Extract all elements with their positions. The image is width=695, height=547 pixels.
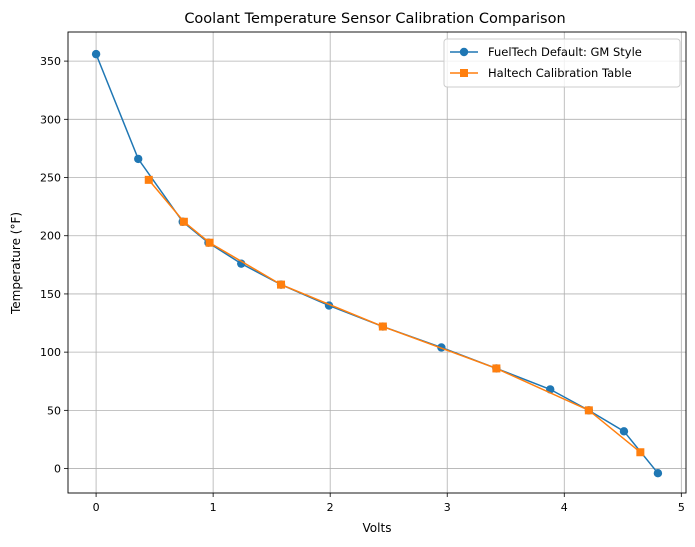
- y-tick-label: 150: [40, 288, 61, 301]
- data-point-square: [492, 364, 501, 373]
- y-axis-label: Temperature (°F): [9, 212, 23, 315]
- data-point-circle: [653, 469, 663, 478]
- y-tick-label: 100: [40, 346, 61, 359]
- data-point-square: [277, 280, 286, 289]
- x-tick-label: 4: [561, 501, 568, 514]
- y-tick-label: 0: [54, 463, 61, 476]
- x-axis-ticks: 0 1 2 3 4 5: [93, 493, 685, 514]
- data-point-square: [179, 217, 188, 226]
- y-tick-label: 50: [47, 404, 61, 417]
- legend-frame: [443, 38, 681, 88]
- y-tick-label: 300: [40, 113, 61, 126]
- legend-label: FuelTech Default: GM Style: [488, 45, 642, 59]
- series-line: [148, 179, 641, 453]
- series-2: [144, 175, 645, 457]
- x-axis-label: Volts: [363, 521, 392, 535]
- series-group: [91, 49, 663, 478]
- x-tick-label: 3: [444, 501, 451, 514]
- x-tick-label: 0: [93, 501, 100, 514]
- y-tick-label: 350: [40, 55, 61, 68]
- data-point-circle: [91, 49, 101, 59]
- y-tick-label: 250: [40, 172, 61, 185]
- legend: FuelTech Default: GM Style Haltech Calibr…: [443, 38, 681, 88]
- grid: [68, 32, 686, 493]
- data-point-circle: [619, 427, 629, 436]
- data-point-square: [378, 322, 387, 331]
- legend-label: Haltech Calibration Table: [488, 66, 632, 80]
- data-point-square: [205, 238, 214, 247]
- y-axis-ticks: 0 50 100 150 200 250 300 350: [40, 55, 68, 476]
- data-point-circle: [134, 154, 143, 164]
- legend-marker-circle: [459, 47, 469, 57]
- data-point-square: [144, 175, 153, 184]
- chart-title: Coolant Temperature Sensor Calibration C…: [184, 11, 565, 27]
- plot-area-frame: [67, 31, 687, 494]
- data-point-circle: [237, 259, 246, 268]
- x-tick-label: 1: [210, 501, 217, 514]
- x-tick-label: 5: [678, 501, 685, 514]
- y-tick-label: 200: [40, 230, 61, 243]
- data-point-square: [584, 406, 593, 415]
- x-tick-label: 2: [327, 501, 334, 514]
- data-point-square: [636, 448, 645, 457]
- legend-marker-square: [460, 69, 468, 77]
